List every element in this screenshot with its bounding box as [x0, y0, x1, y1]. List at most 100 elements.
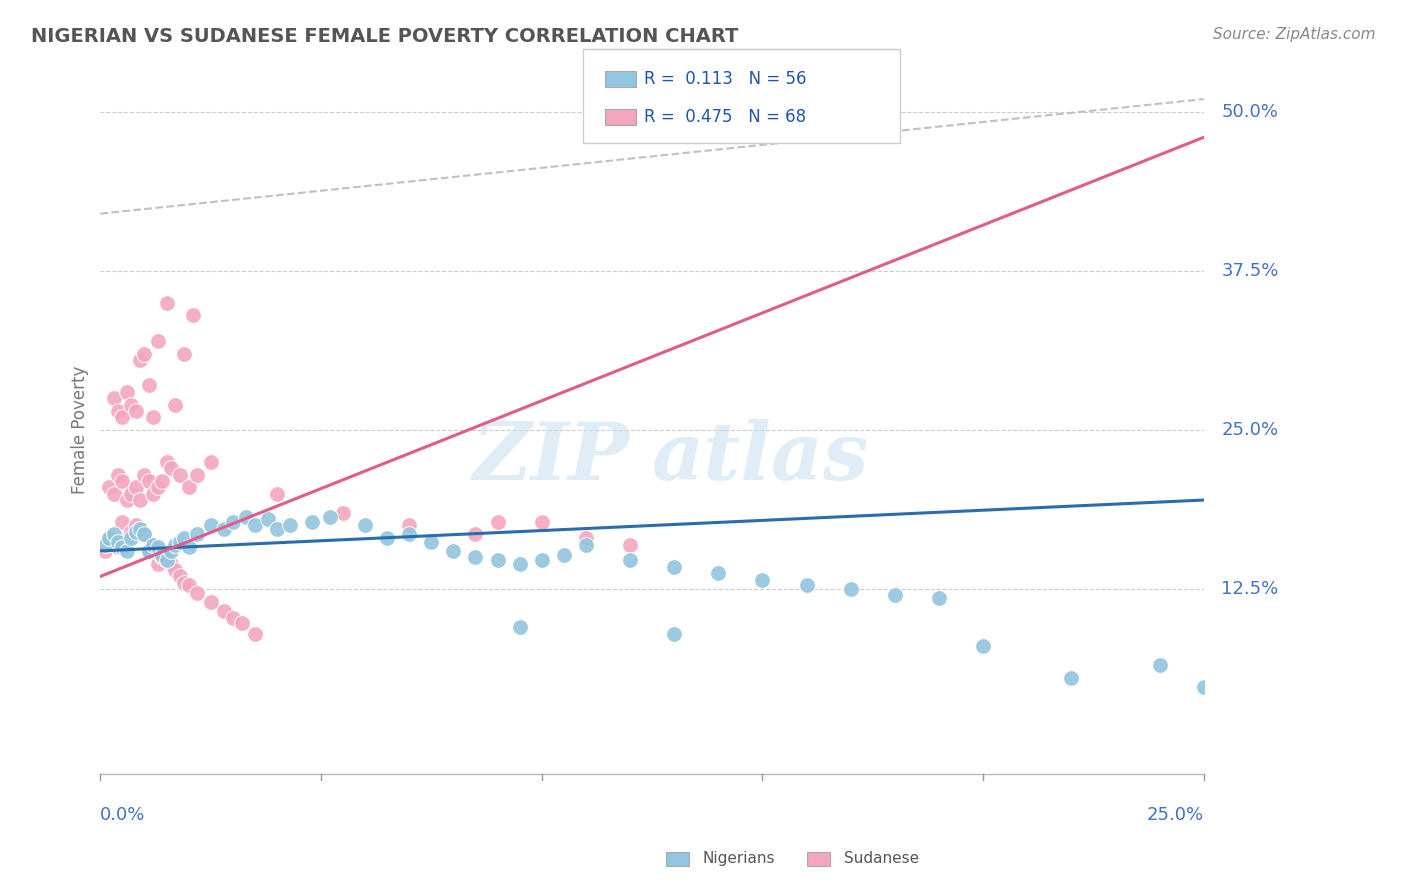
Text: atlas: atlas — [652, 418, 869, 496]
Point — [165, 563, 187, 577]
Y-axis label: Female Poverty: Female Poverty — [72, 366, 89, 494]
Point — [509, 557, 531, 571]
Point — [420, 535, 443, 549]
Point — [160, 461, 183, 475]
Point — [200, 518, 222, 533]
Point — [124, 480, 146, 494]
Point — [662, 626, 685, 640]
Point — [883, 589, 905, 603]
Point — [222, 611, 245, 625]
Point — [619, 538, 641, 552]
Point — [200, 595, 222, 609]
Point — [1192, 680, 1215, 694]
Point — [375, 531, 398, 545]
Point — [111, 410, 134, 425]
Text: 25.0%: 25.0% — [1146, 805, 1204, 823]
Point — [150, 474, 173, 488]
Point — [319, 509, 342, 524]
Text: 25.0%: 25.0% — [1222, 421, 1278, 439]
Point — [120, 486, 142, 500]
Point — [142, 410, 165, 425]
Text: ZIP: ZIP — [472, 418, 630, 496]
Point — [186, 586, 208, 600]
Point — [231, 616, 253, 631]
Point — [441, 544, 464, 558]
Point — [1060, 671, 1083, 685]
Point — [146, 480, 169, 494]
Point — [120, 524, 142, 539]
Point — [301, 515, 323, 529]
Point — [751, 573, 773, 587]
Point — [115, 493, 138, 508]
Point — [212, 522, 235, 536]
Point — [120, 398, 142, 412]
Text: Nigerians: Nigerians — [703, 851, 776, 865]
Point — [243, 626, 266, 640]
Point — [146, 557, 169, 571]
Point — [169, 535, 191, 549]
Point — [107, 467, 129, 482]
Point — [142, 486, 165, 500]
Point — [98, 480, 121, 494]
Point — [155, 295, 177, 310]
Point — [103, 391, 125, 405]
Point — [111, 474, 134, 488]
Point — [134, 527, 156, 541]
Point — [124, 518, 146, 533]
Text: Sudanese: Sudanese — [844, 851, 918, 865]
Point — [138, 474, 160, 488]
Text: 12.5%: 12.5% — [1222, 580, 1278, 599]
Point — [266, 522, 288, 536]
Point — [235, 509, 257, 524]
Point — [115, 531, 138, 545]
Point — [124, 524, 146, 539]
Point — [115, 544, 138, 558]
Point — [619, 553, 641, 567]
Point — [165, 538, 187, 552]
Point — [243, 518, 266, 533]
Point — [129, 522, 152, 536]
Point — [212, 604, 235, 618]
Point — [98, 531, 121, 545]
Point — [107, 540, 129, 554]
Point — [553, 548, 575, 562]
Point — [266, 486, 288, 500]
Point — [222, 515, 245, 529]
Point — [186, 527, 208, 541]
Point — [160, 544, 183, 558]
Point — [94, 538, 117, 552]
Point — [796, 578, 818, 592]
Point — [509, 620, 531, 634]
Point — [177, 540, 200, 554]
Point — [138, 378, 160, 392]
Text: R =  0.113   N = 56: R = 0.113 N = 56 — [644, 70, 807, 88]
Point — [530, 553, 553, 567]
Point — [486, 553, 509, 567]
Point — [111, 540, 134, 554]
Point — [354, 518, 377, 533]
Point — [155, 553, 177, 567]
Point — [839, 582, 862, 596]
Point — [124, 404, 146, 418]
Point — [142, 538, 165, 552]
Point — [150, 548, 173, 562]
Text: 0.0%: 0.0% — [100, 805, 146, 823]
Point — [134, 346, 156, 360]
Point — [146, 334, 169, 348]
Point — [160, 557, 183, 571]
Point — [972, 640, 994, 654]
Point — [103, 538, 125, 552]
Point — [134, 467, 156, 482]
Text: 37.5%: 37.5% — [1222, 262, 1278, 280]
Point — [146, 540, 169, 554]
Point — [129, 353, 152, 368]
Point — [662, 560, 685, 574]
Point — [169, 467, 191, 482]
Point — [464, 527, 486, 541]
Point — [115, 384, 138, 399]
Point — [398, 518, 420, 533]
Point — [278, 518, 301, 533]
Point — [98, 531, 121, 545]
Point — [138, 544, 160, 558]
Point — [103, 527, 125, 541]
